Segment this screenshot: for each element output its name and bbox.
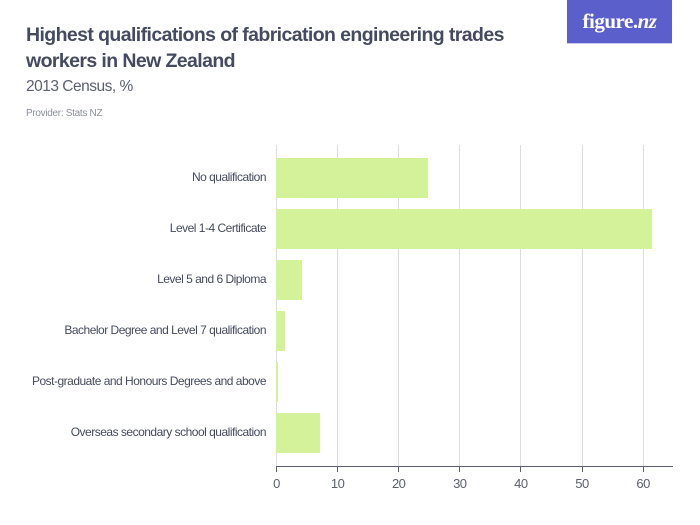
logo-text: figure.: [582, 9, 639, 33]
x-tick: [398, 466, 400, 472]
x-tick-label: 60: [636, 476, 650, 491]
x-tick-label: 40: [514, 476, 528, 491]
chart-subtitle: 2013 Census, %: [26, 78, 133, 95]
x-tick-label: 10: [330, 476, 345, 491]
x-tick: [459, 466, 461, 472]
category-label: Level 5 and 6 Diploma: [157, 272, 266, 286]
x-axis-line: [276, 466, 673, 467]
x-tick: [520, 466, 522, 472]
gridline: [337, 145, 339, 466]
figure-nz-logo[interactable]: figure. nz: [567, 0, 672, 44]
y-axis-line: [276, 145, 277, 466]
gridline: [581, 145, 583, 466]
bar: [276, 362, 279, 402]
gridline: [520, 145, 522, 466]
gridline: [459, 145, 461, 466]
provider-label: Provider: Stats NZ: [26, 108, 103, 119]
category-label: Overseas secondary school qualification: [70, 425, 267, 439]
category-label: Post-graduate and Honours Degrees and ab…: [31, 374, 267, 388]
x-tick-label: 0: [273, 476, 280, 491]
x-tick: [276, 466, 277, 472]
x-tick-label: 50: [575, 476, 589, 491]
category-label: No qualification: [191, 170, 267, 184]
bar: [276, 209, 653, 249]
x-tick-label: 30: [453, 476, 467, 491]
category-label: Level 1-4 Certificate: [169, 221, 267, 235]
x-tick: [642, 466, 644, 472]
chart-title: Highest qualifications of fabrication en…: [26, 24, 504, 72]
logo-text-italic: nz: [637, 9, 657, 33]
x-tick-label: 20: [391, 476, 406, 491]
bar: [276, 260, 303, 300]
bar: [276, 413, 320, 453]
bar: [276, 311, 286, 351]
x-tick: [581, 466, 583, 472]
gridline: [398, 145, 400, 466]
gridline: [642, 145, 644, 466]
x-tick: [337, 466, 339, 472]
category-label: Bachelor Degree and Level 7 qualificatio…: [64, 323, 266, 337]
bar: [276, 158, 429, 198]
